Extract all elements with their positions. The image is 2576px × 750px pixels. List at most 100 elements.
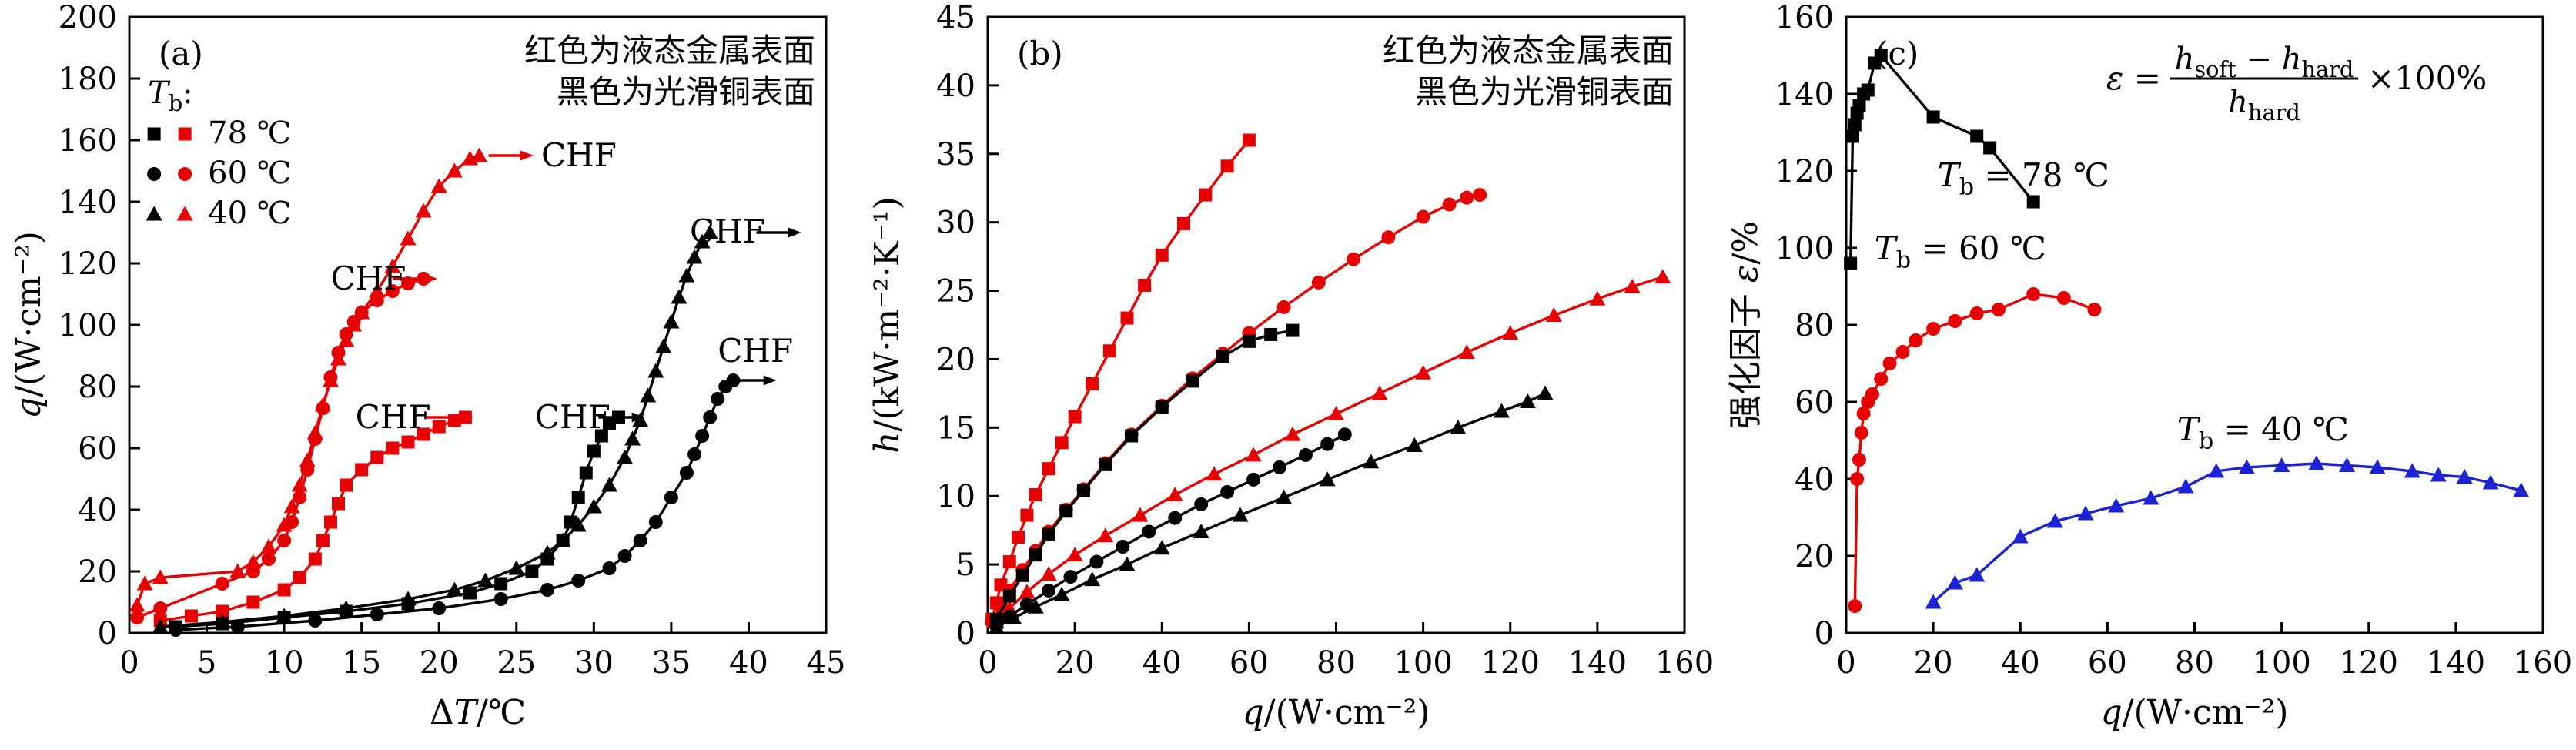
series-line xyxy=(995,276,1664,623)
svg-text:20: 20 xyxy=(420,645,459,681)
marker-circle xyxy=(1848,599,1862,613)
marker-triangle xyxy=(1545,307,1562,323)
marker-triangle xyxy=(1166,486,1183,501)
x-axis-label: q/(W·cm⁻²) xyxy=(2101,693,2289,732)
series-line xyxy=(991,193,1480,623)
marker-circle xyxy=(1895,345,1910,359)
series-red-triangle xyxy=(988,269,1671,629)
marker-circle xyxy=(617,549,632,563)
series-black-square xyxy=(1844,49,2040,270)
svg-text:160: 160 xyxy=(2514,645,2572,681)
marker-square xyxy=(494,577,508,591)
svg-text:10: 10 xyxy=(265,645,304,681)
svg-text:40: 40 xyxy=(936,69,975,104)
marker-triangle xyxy=(415,203,432,218)
marker-circle xyxy=(695,429,710,443)
marker-triangle xyxy=(2308,455,2325,470)
marker-triangle xyxy=(585,498,602,514)
marker-triangle xyxy=(1066,547,1083,562)
marker-circle xyxy=(308,614,323,628)
marker-triangle xyxy=(1450,419,1467,434)
marker-square xyxy=(293,571,306,584)
chart-c: 0 20 40 60 80 100 120 140 160 0 20 40 60 80 100 120 140 1… xyxy=(1726,0,2572,732)
y-axis: 0 5 10 15 20 25 30 35 40 45 xyxy=(936,0,999,651)
marker-circle xyxy=(1063,570,1078,584)
svg-text:60: 60 xyxy=(1229,645,1269,681)
marker-square xyxy=(1242,334,1256,348)
marker-square xyxy=(1874,49,1888,62)
marker-circle xyxy=(2026,287,2041,301)
marker-circle xyxy=(1272,460,1286,474)
marker-square xyxy=(594,429,608,443)
marker-circle xyxy=(1089,554,1104,569)
annotation-label: Tb = 78 ℃ xyxy=(1938,156,2109,201)
marker-square xyxy=(587,444,601,458)
marker-triangle xyxy=(1624,278,1641,293)
marker-square xyxy=(1029,487,1042,501)
svg-text:25: 25 xyxy=(497,645,536,681)
series-line xyxy=(1853,293,2096,607)
svg-text:100: 100 xyxy=(1393,645,1452,681)
marker-circle xyxy=(1337,427,1352,442)
svg-text:45: 45 xyxy=(936,0,975,35)
marker-triangle xyxy=(446,162,463,178)
marker-triangle xyxy=(2369,459,2386,474)
marker-triangle xyxy=(214,614,231,629)
marker-square xyxy=(1099,457,1112,471)
svg-text:×100%: ×100% xyxy=(2367,59,2487,97)
legend-entry-label: 78 ℃ xyxy=(208,116,291,151)
marker-triangle xyxy=(471,147,488,162)
legend: Tb: 78 ℃ 60 ℃ 40 ℃ xyxy=(146,75,291,231)
marker-circle xyxy=(1298,447,1313,462)
marker-triangle xyxy=(655,338,672,353)
marker-circle xyxy=(687,447,702,461)
marker-triangle xyxy=(2143,490,2159,505)
marker-triangle xyxy=(686,249,703,264)
svg-text:40: 40 xyxy=(1142,645,1182,681)
marker-triangle xyxy=(400,591,417,606)
svg-text:hsoft − hhard: hsoft − hhard xyxy=(2175,42,2354,82)
marker-square xyxy=(579,466,593,480)
marker-triangle xyxy=(678,267,695,283)
svg-text:160: 160 xyxy=(59,123,117,159)
svg-text:60: 60 xyxy=(1795,385,1834,420)
marker-triangle xyxy=(2456,469,2473,484)
svg-text:140: 140 xyxy=(2427,645,2485,681)
series-black-triangle xyxy=(988,385,1554,634)
x-axis: 0 20 40 60 80 100 120 140 160 xyxy=(978,622,1714,681)
marker-circle xyxy=(1874,372,1889,386)
marker-triangle xyxy=(299,452,316,467)
marker-circle xyxy=(370,608,384,621)
marker-triangle xyxy=(322,372,339,387)
marker-triangle xyxy=(1415,364,1432,380)
svg-text:60: 60 xyxy=(2088,645,2127,681)
series-blue-triangle xyxy=(1925,455,2530,609)
series-black-square xyxy=(989,323,1300,626)
marker-triangle xyxy=(1153,540,1170,555)
svg-text:100: 100 xyxy=(2252,645,2310,681)
marker-square xyxy=(1020,508,1034,522)
marker-triangle xyxy=(1027,598,1044,614)
svg-text:0: 0 xyxy=(98,616,117,651)
marker-circle xyxy=(178,167,192,181)
y-axis: 0 20 40 60 80 100 120 140 160 180 200 xyxy=(59,0,140,651)
marker-triangle xyxy=(624,430,641,446)
marker-triangle xyxy=(152,569,169,584)
marker-circle xyxy=(602,561,617,575)
marker-triangle xyxy=(1537,385,1554,400)
marker-triangle xyxy=(2208,463,2225,478)
marker-square xyxy=(463,586,477,600)
marker-square xyxy=(1015,568,1029,582)
annotation-label: CHF xyxy=(541,136,617,174)
arrowhead xyxy=(788,227,801,238)
svg-text:25: 25 xyxy=(936,274,975,310)
y-axis: 0 20 40 60 80 100 120 140 160 xyxy=(1775,0,1857,651)
marker-square xyxy=(355,463,369,477)
svg-text:20: 20 xyxy=(1795,539,1834,574)
marker-circle xyxy=(1852,453,1866,467)
marker-square xyxy=(1155,248,1169,262)
marker-triangle xyxy=(1119,556,1136,571)
marker-triangle xyxy=(2012,528,2029,544)
svg-text:5: 5 xyxy=(956,547,975,583)
marker-square xyxy=(308,552,322,566)
